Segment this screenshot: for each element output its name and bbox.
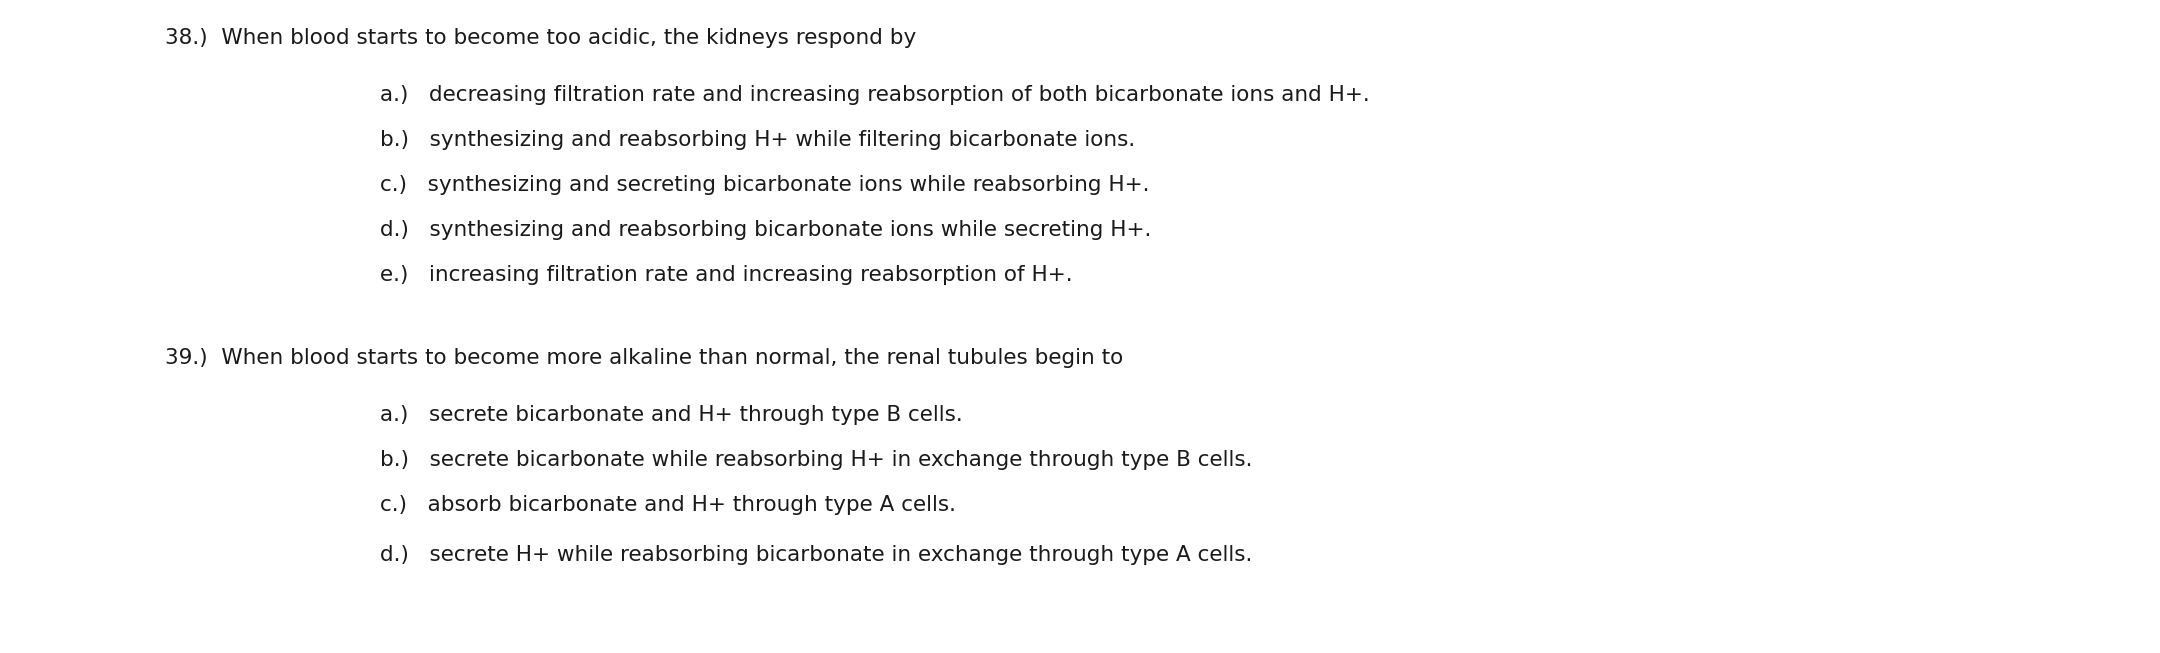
Text: b.)   secrete bicarbonate while reabsorbing H+ in exchange through type B cells.: b.) secrete bicarbonate while reabsorbin… — [380, 450, 1253, 470]
Text: d.)   synthesizing and reabsorbing bicarbonate ions while secreting H+.: d.) synthesizing and reabsorbing bicarbo… — [380, 220, 1151, 240]
Text: d.)   secrete H+ while reabsorbing bicarbonate in exchange through type A cells.: d.) secrete H+ while reabsorbing bicarbo… — [380, 545, 1253, 565]
Text: c.)   absorb bicarbonate and H+ through type A cells.: c.) absorb bicarbonate and H+ through ty… — [380, 495, 957, 515]
Text: b.)   synthesizing and reabsorbing H+ while filtering bicarbonate ions.: b.) synthesizing and reabsorbing H+ whil… — [380, 130, 1136, 150]
Text: a.)   secrete bicarbonate and H+ through type B cells.: a.) secrete bicarbonate and H+ through t… — [380, 405, 963, 425]
Text: 39.)  When blood starts to become more alkaline than normal, the renal tubules b: 39.) When blood starts to become more al… — [164, 348, 1123, 368]
Text: e.)   increasing filtration rate and increasing reabsorption of H+.: e.) increasing filtration rate and incre… — [380, 265, 1074, 285]
Text: c.)   synthesizing and secreting bicarbonate ions while reabsorbing H+.: c.) synthesizing and secreting bicarbona… — [380, 175, 1149, 195]
Text: 38.)  When blood starts to become too acidic, the kidneys respond by: 38.) When blood starts to become too aci… — [164, 28, 916, 48]
Text: a.)   decreasing filtration rate and increasing reabsorption of both bicarbonate: a.) decreasing filtration rate and incre… — [380, 85, 1369, 105]
